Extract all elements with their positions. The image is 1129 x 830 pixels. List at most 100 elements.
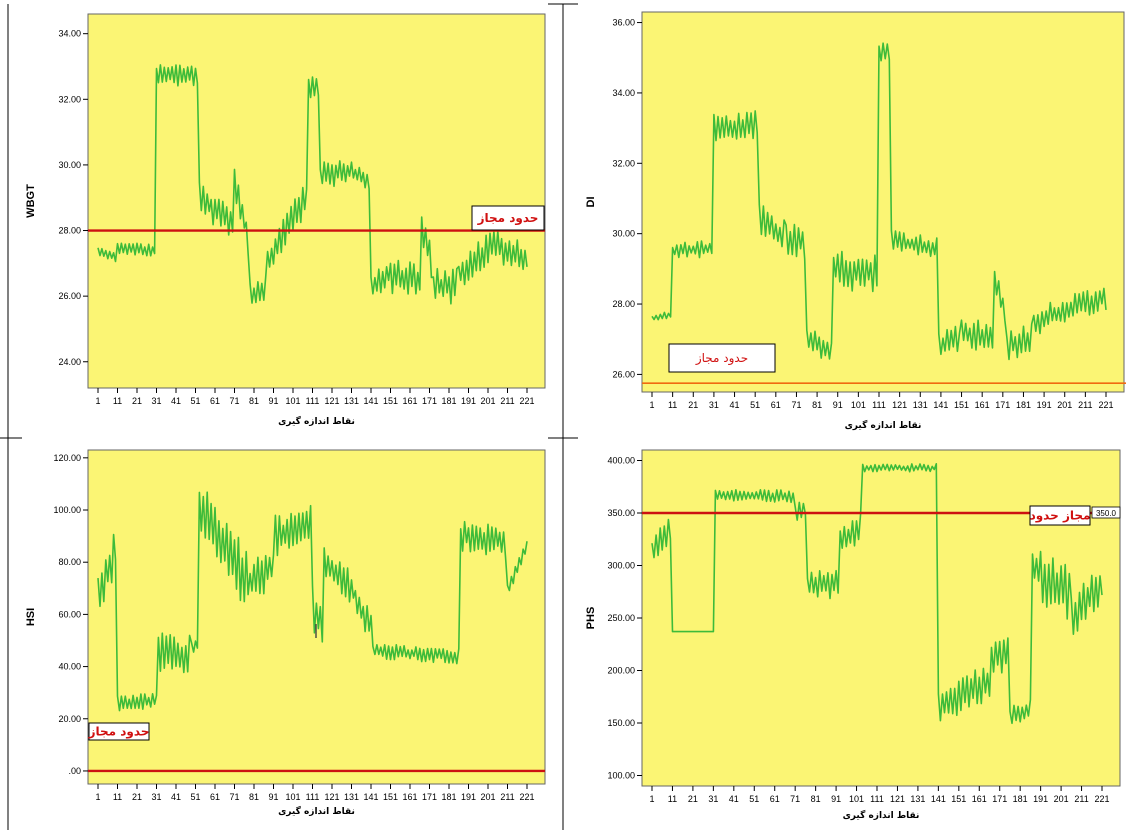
x-tick-label: 41 [171, 792, 181, 802]
x-tick-label: 81 [249, 396, 259, 406]
y-tick-label: 32.00 [612, 158, 635, 168]
x-tick-label: 161 [402, 792, 417, 802]
x-tick-label: 91 [268, 396, 278, 406]
x-tick-label: 121 [324, 396, 339, 406]
x-tick-label: 191 [461, 396, 476, 406]
x-tick-label: 171 [422, 396, 437, 406]
table-grid-lines [0, 3, 578, 830]
x-tick-label: 21 [132, 792, 142, 802]
x-tick-label: 1 [649, 794, 654, 804]
x-tick-label: 61 [210, 396, 220, 406]
x-tick-label: 111 [870, 794, 884, 804]
x-tick-label: 11 [668, 400, 677, 410]
y-tick-label: 300.00 [607, 561, 635, 571]
limit-value-box [1091, 506, 1121, 519]
y-tick-label: 32.00 [58, 94, 81, 104]
x-tick-label: 121 [324, 792, 339, 802]
x-tick-label: 71 [790, 794, 800, 804]
x-tick-label: 201 [480, 792, 495, 802]
x-tick-label: 211 [1074, 794, 1088, 804]
y-tick-label: 30.00 [612, 229, 635, 239]
x-tick-label: 221 [1094, 794, 1109, 804]
x-tick-label: 201 [1057, 400, 1072, 410]
y-tick-label: 30.00 [58, 160, 81, 170]
x-tick-label: 211 [500, 396, 514, 406]
series-line [97, 491, 528, 712]
x-tick-label: 221 [519, 792, 534, 802]
x-tick-label: 51 [190, 792, 200, 802]
x-tick-label: 41 [171, 396, 181, 406]
x-tick-label: 161 [972, 794, 987, 804]
y-tick-label: 100.00 [53, 505, 81, 515]
series-line [651, 463, 1103, 725]
x-tick-label: 151 [383, 792, 398, 802]
limit-label: حدود مجاز [88, 725, 150, 740]
y-tick-label: 26.00 [58, 291, 81, 301]
y-tick-label: 40.00 [58, 662, 81, 672]
x-tick-label: 61 [210, 792, 220, 802]
x-tick-label: 191 [461, 792, 476, 802]
x-tick-label: 111 [306, 396, 320, 406]
x-tick-label: 81 [249, 792, 259, 802]
y-tick-label: 150.00 [607, 718, 635, 728]
x-tick-label: 161 [402, 396, 417, 406]
x-tick-label: 41 [729, 794, 739, 804]
y-tick-label: 200.00 [607, 666, 635, 676]
y-tick-label: 34.00 [612, 88, 635, 98]
x-tick-label: 151 [951, 794, 966, 804]
x-tick-label: 51 [190, 396, 200, 406]
x-tick-label: 21 [688, 400, 698, 410]
limit-label-box [668, 343, 776, 373]
x-tick-label: 1 [95, 792, 100, 802]
x-tick-label: 11 [113, 396, 122, 406]
x-tick-label: 221 [519, 396, 534, 406]
x-tick-label: 171 [992, 794, 1007, 804]
x-tick-label: 81 [812, 400, 822, 410]
x-tick-label: 181 [1013, 794, 1028, 804]
x-tick-label: 31 [151, 792, 161, 802]
x-tick-label: 131 [913, 400, 928, 410]
x-tick-label: 111 [306, 792, 320, 802]
x-tick-label: 1 [649, 400, 654, 410]
y-tick-label: 350.00 [607, 508, 635, 518]
x-tick-label: 61 [771, 400, 781, 410]
x-tick-label: 31 [709, 400, 719, 410]
x-tick-label: 61 [770, 794, 780, 804]
y-tick-label: 28.00 [612, 299, 635, 309]
y-tick-label: 60.00 [58, 609, 81, 619]
phs-chart: 100.00 150.00 200.00 250.00 300.00 350.00 400.… [585, 449, 1121, 821]
x-tick-label: 71 [791, 400, 801, 410]
x-tick-label: 141 [363, 792, 378, 802]
plot-area [87, 449, 546, 785]
x-tick-label: 31 [151, 396, 161, 406]
x-tick-label: 111 [872, 400, 886, 410]
y-tick-label: 36.00 [612, 18, 635, 28]
x-tick-label: 141 [931, 794, 946, 804]
y-tick-label: .00 [68, 766, 81, 776]
y-axis-title: DI [585, 197, 597, 208]
x-tick-label: 181 [441, 396, 456, 406]
series-line [97, 64, 528, 305]
y-tick-label: 250.00 [607, 613, 635, 623]
x-tick-label: 51 [750, 400, 760, 410]
y-tick-label: 28.00 [58, 226, 81, 236]
plot-area [87, 13, 546, 389]
y-tick-label: 24.00 [58, 357, 81, 367]
x-tick-label: 121 [892, 400, 907, 410]
x-tick-label: 201 [480, 396, 495, 406]
x-tick-label: 181 [441, 792, 456, 802]
x-tick-label: 21 [132, 396, 142, 406]
x-tick-label: 101 [285, 792, 300, 802]
y-tick-label: 80.00 [58, 557, 81, 567]
x-tick-label: 11 [113, 792, 122, 802]
x-tick-label: 161 [975, 400, 990, 410]
limit-value-label: 350.0 [1096, 509, 1117, 518]
x-tick-label: 41 [730, 400, 740, 410]
x-tick-label: 21 [688, 794, 698, 804]
y-axis-title: WBGT [25, 184, 37, 218]
limit-label-box [88, 722, 150, 741]
x-tick-label: 101 [849, 794, 864, 804]
